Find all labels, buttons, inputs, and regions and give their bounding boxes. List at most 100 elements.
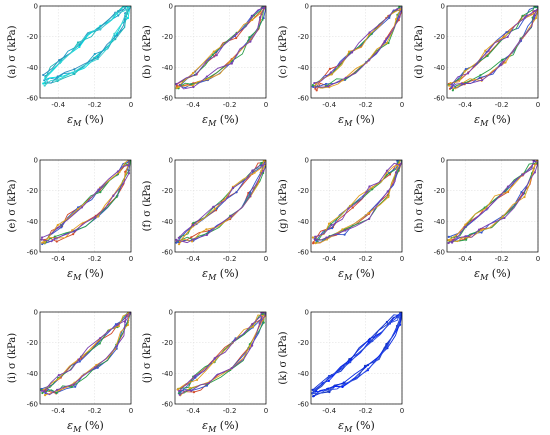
data-point [448,84,451,87]
data-point [347,207,350,210]
data-point [315,239,318,242]
data-point [480,231,483,234]
data-point [501,58,504,61]
y-tick-label: -20 [298,33,309,41]
x-tick-label: -0.2 [88,255,102,263]
data-point [248,36,251,39]
y-tick-label: 0 [441,157,445,165]
y-tick-label: -60 [27,95,38,103]
y-tick-label: -20 [162,339,173,347]
y-axis-label: (f) σ (kPa) [142,181,153,232]
y-tick-label: 0 [34,3,38,11]
x-tick-label: -0.2 [359,255,373,263]
data-point [96,366,99,369]
data-point [175,86,178,90]
data-point [206,78,209,81]
data-point [78,45,81,48]
data-point [99,336,102,340]
data-point [76,41,80,44]
data-point [344,76,347,79]
data-point [399,8,402,11]
data-point [205,233,208,237]
data-point [74,229,77,232]
data-point [343,233,346,236]
data-point [207,382,210,385]
data-point [314,242,317,245]
data-point [56,223,59,227]
x-axis-label: εM (%) [67,267,104,282]
data-point [233,339,236,342]
y-tick-label: -20 [434,33,445,41]
axes-frame [310,311,403,405]
data-point [213,207,216,211]
series-group [447,6,538,92]
x-axis-label: εM (%) [474,267,511,282]
data-point [479,74,482,77]
y-axis-label: (i) σ (kPa) [7,333,18,383]
y-tick-label: -60 [298,95,309,103]
series-group [311,6,402,92]
y-axis-label: (a) σ (kPa) [7,25,18,78]
x-tick-label: 0 [264,255,268,263]
data-point [175,241,178,244]
data-point [229,214,233,218]
series-group [175,160,266,246]
data-point [260,169,263,173]
y-tick-label: -60 [162,95,173,103]
y-tick-label: 0 [305,309,309,317]
data-point [261,18,264,21]
data-point [123,320,127,323]
data-point [192,390,196,394]
data-point [42,73,45,77]
data-point [235,191,238,194]
data-point [127,3,129,5]
data-point [177,236,180,239]
data-point [262,160,266,162]
series-cycle-4 [177,314,266,396]
data-point [112,194,115,197]
data-point [70,385,73,389]
data-point [177,85,180,89]
panel-b: -0.4 -0.2 0 -60 -40 -20 0 (b) σ (kPa) εM (%) [142,3,268,129]
data-point [386,190,389,193]
data-point [315,89,318,92]
y-tick-label: 0 [305,157,309,165]
y-axis-label: (b) σ (kPa) [142,25,153,79]
x-axis-label: εM (%) [67,113,104,128]
data-point [73,72,76,76]
y-tick-label: -20 [162,33,173,41]
panel-f: -0.4 -0.2 0 -60 -40 -20 0 (f) σ (kPa) εM (%) [142,157,268,283]
y-tick-label: -60 [27,249,38,257]
data-point [314,85,317,89]
series-cycle-4 [43,312,130,396]
y-tick-label: -40 [27,64,38,72]
data-point [190,236,193,239]
y-tick-label: -40 [298,64,309,72]
data-point [519,39,522,42]
data-point [96,215,100,218]
data-point [368,337,372,340]
series-group [311,312,402,398]
series-group [40,312,131,397]
data-point [327,379,330,383]
data-point [212,50,215,53]
data-point [388,322,391,325]
series-cycle-5 [44,6,131,86]
data-point [258,16,262,19]
data-point [175,82,178,86]
data-point [262,169,265,173]
data-point [71,233,75,236]
x-tick-label: -0.2 [359,101,373,109]
data-point [311,84,315,87]
x-tick-label: -0.4 [322,101,336,109]
data-point [484,49,487,52]
data-point [325,238,329,241]
data-point [506,190,509,194]
data-point [192,221,195,225]
data-point [450,85,454,88]
data-point [447,239,450,242]
data-point [126,323,130,327]
data-point [314,82,318,85]
data-point [533,14,536,17]
data-point [342,383,345,386]
